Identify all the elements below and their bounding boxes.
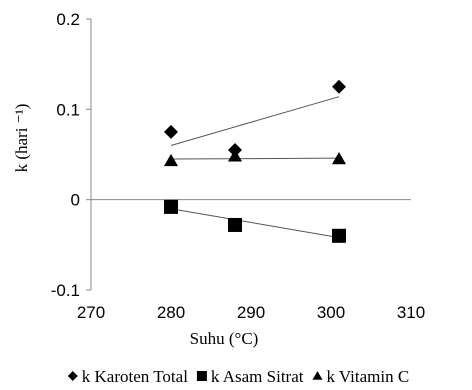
y-tick-label: 0 [71, 191, 80, 210]
y-tick-label: 0.1 [56, 100, 80, 119]
data-point-diamond [164, 124, 178, 139]
legend-item: k Vitamin C [312, 367, 409, 386]
x-tick-label: 270 [77, 303, 105, 322]
y-tick-label: -0.1 [51, 281, 80, 300]
legend-item: k Asam Sitrat [196, 367, 304, 386]
data-point-triangle [228, 149, 242, 162]
data-point-square [228, 217, 242, 232]
legend-marker-triangle [312, 371, 323, 380]
legend-label: k Asam Sitrat [211, 367, 304, 386]
x-axis-title: Suhu (°C) [190, 329, 259, 348]
data-point-diamond [332, 79, 346, 94]
legend-item: k Karoten Total [67, 367, 188, 386]
data-point-square [164, 199, 178, 214]
x-tick-label: 310 [397, 303, 425, 322]
y-tick-label: 0.2 [56, 10, 80, 29]
trendline-triangle [170, 157, 340, 160]
tick-labels: -0.1 0 0.1 0.2 270 280 290 300 310 [51, 10, 425, 322]
legend-label: k Karoten Total [82, 367, 188, 386]
axes [86, 18, 411, 291]
trendline-diamond [170, 96, 340, 146]
legend-marker-diamond [67, 371, 78, 381]
x-tick-label: 280 [157, 303, 185, 322]
data-markers [164, 79, 346, 243]
trendlines [170, 96, 340, 239]
legend-marker-square [196, 371, 207, 381]
x-tick-label: 290 [237, 303, 265, 322]
y-axis-title: k (hari ⁻¹) [12, 104, 31, 173]
trendline-square [170, 208, 340, 239]
data-point-square [332, 228, 346, 243]
data-point-triangle [164, 153, 178, 167]
x-tick-label: 300 [317, 303, 345, 322]
legend: k Karoten Total k Asam Sitrat k Vitamin C [67, 367, 409, 386]
legend-label: k Vitamin C [326, 367, 409, 386]
data-point-triangle [332, 152, 346, 165]
